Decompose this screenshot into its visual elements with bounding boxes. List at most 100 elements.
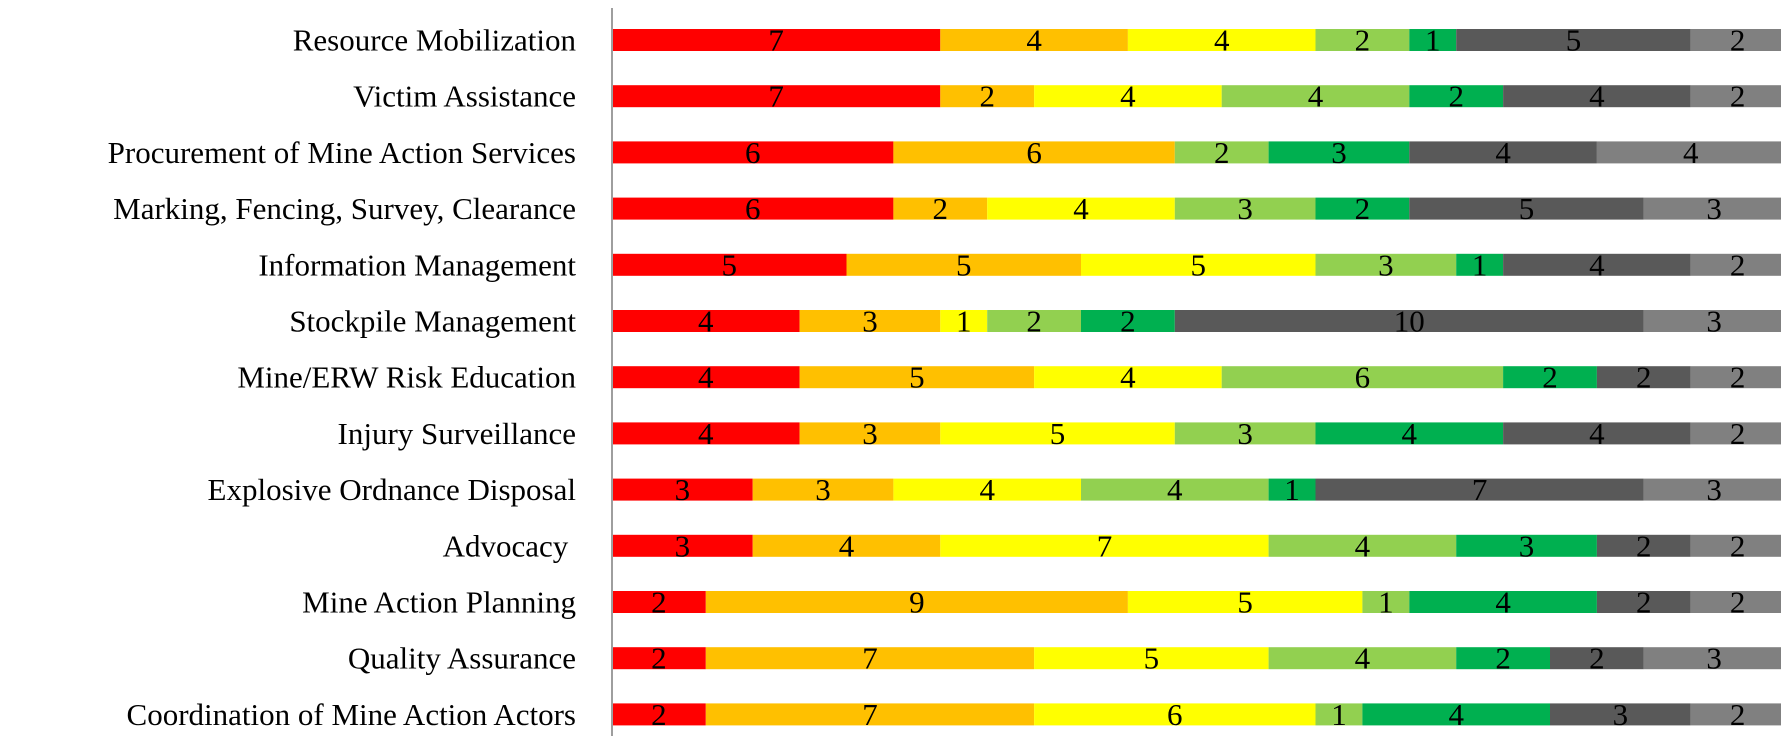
bar-segment bbox=[1409, 591, 1597, 613]
data-label: 4 bbox=[1026, 23, 1042, 58]
data-label: 2 bbox=[1636, 528, 1652, 563]
bars-group: 7 4 4 2 1 5 27 2 4 4 2 4 26 6 2 3 4 46 2 4 3 2 5 35 5 5 3 1 4 24 3 1 2 2 1… bbox=[612, 23, 1781, 732]
bar-segment bbox=[1503, 366, 1597, 389]
data-label: 3 bbox=[675, 528, 691, 563]
data-label: 6 bbox=[1026, 135, 1042, 170]
bar-segment bbox=[1596, 366, 1691, 389]
data-label: 5 bbox=[1519, 191, 1535, 226]
bar-segment bbox=[612, 141, 894, 164]
data-label: 4 bbox=[1495, 585, 1511, 620]
bar-segment bbox=[1221, 366, 1504, 389]
data-label: 3 bbox=[862, 416, 878, 451]
data-label: 3 bbox=[815, 472, 831, 507]
bar-segment bbox=[940, 422, 1175, 445]
data-label: 7 bbox=[862, 641, 878, 676]
bar-segment bbox=[1127, 29, 1316, 51]
bar-segment bbox=[1315, 703, 1363, 726]
data-label: 4 bbox=[1683, 135, 1699, 170]
data-label: 2 bbox=[1730, 697, 1746, 732]
category-labels-group: Resource Mobilization Victim Assistance Pr… bbox=[108, 23, 577, 732]
data-label: 7 bbox=[768, 23, 784, 58]
category-label: Advocacy bbox=[443, 528, 576, 563]
bar-segment bbox=[1315, 478, 1644, 501]
data-label: 2 bbox=[1730, 23, 1746, 58]
data-label: 2 bbox=[979, 79, 995, 114]
data-label: 4 bbox=[698, 304, 714, 339]
category-label: Stockpile Management bbox=[289, 304, 576, 339]
data-label: 3 bbox=[862, 304, 878, 339]
bar-segment bbox=[1315, 197, 1410, 220]
bar-segment bbox=[940, 534, 1269, 557]
data-label: 10 bbox=[1394, 304, 1425, 339]
data-label: 2 bbox=[1636, 585, 1652, 620]
data-label: 4 bbox=[1214, 23, 1230, 58]
data-label: 3 bbox=[675, 472, 691, 507]
data-label: 4 bbox=[1308, 79, 1324, 114]
data-label: 1 bbox=[1425, 23, 1441, 58]
bar-segment bbox=[1456, 253, 1504, 276]
data-label: 6 bbox=[745, 191, 761, 226]
bar-segment bbox=[1081, 253, 1316, 276]
data-label: 6 bbox=[1167, 697, 1183, 732]
data-label: 2 bbox=[933, 191, 949, 226]
bar-segment bbox=[1268, 534, 1457, 557]
data-label: 3 bbox=[1519, 528, 1535, 563]
bar-segment bbox=[612, 366, 800, 389]
data-label: 3 bbox=[1613, 697, 1629, 732]
bar-segment bbox=[1596, 141, 1781, 164]
data-label: 3 bbox=[1378, 247, 1394, 282]
bar-segment bbox=[1034, 703, 1316, 726]
data-label: 5 bbox=[722, 247, 738, 282]
bar-segment bbox=[1456, 29, 1691, 51]
bar-segment bbox=[799, 422, 941, 445]
data-label: 2 bbox=[1542, 360, 1558, 395]
bar-segment bbox=[987, 310, 1081, 332]
data-label: 2 bbox=[1730, 416, 1746, 451]
bar-segment bbox=[1034, 647, 1269, 670]
data-label: 3 bbox=[1706, 641, 1722, 676]
data-label: 5 bbox=[1144, 641, 1160, 676]
data-label: 3 bbox=[1706, 304, 1722, 339]
category-label: Victim Assistance bbox=[353, 79, 576, 114]
category-label: Procurement of Mine Action Services bbox=[108, 135, 576, 170]
bar-segment bbox=[612, 29, 941, 51]
data-label: 4 bbox=[1355, 528, 1371, 563]
data-label: 2 bbox=[651, 641, 667, 676]
data-label: 4 bbox=[979, 472, 995, 507]
bar-segment bbox=[1643, 197, 1781, 220]
bar-segment bbox=[705, 703, 1035, 726]
data-label: 2 bbox=[651, 697, 667, 732]
bar-segment bbox=[1268, 647, 1457, 670]
bar-segment bbox=[1034, 85, 1222, 108]
bar-segment bbox=[1690, 366, 1781, 389]
data-label: 4 bbox=[1448, 697, 1464, 732]
category-label: Marking, Fencing, Survey, Clearance bbox=[113, 191, 576, 226]
bar-segment bbox=[1690, 422, 1781, 445]
bar-segment bbox=[1315, 253, 1457, 276]
bar-segment bbox=[893, 478, 1081, 501]
data-label: 2 bbox=[1730, 247, 1746, 282]
bar-segment bbox=[612, 85, 941, 108]
data-label: 3 bbox=[1706, 191, 1722, 226]
category-label: Explosive Ordnance Disposal bbox=[208, 472, 576, 507]
data-label: 5 bbox=[1191, 247, 1207, 282]
bar-segment bbox=[612, 422, 800, 445]
data-label: 3 bbox=[1237, 191, 1253, 226]
bar-segment bbox=[612, 647, 706, 670]
bar-segment bbox=[940, 85, 1035, 108]
bar-segment bbox=[987, 197, 1175, 220]
bar-segment bbox=[1503, 253, 1691, 276]
data-label: 2 bbox=[1589, 641, 1605, 676]
data-label: 4 bbox=[1167, 472, 1183, 507]
bar-segment bbox=[1315, 29, 1410, 51]
bar-segment bbox=[1503, 85, 1691, 108]
data-label: 3 bbox=[1237, 416, 1253, 451]
data-label: 2 bbox=[651, 585, 667, 620]
bar-segment bbox=[1690, 534, 1781, 557]
bar-segment bbox=[940, 29, 1128, 51]
data-label: 5 bbox=[956, 247, 972, 282]
data-label: 2 bbox=[1214, 135, 1230, 170]
data-label: 7 bbox=[1097, 528, 1113, 563]
category-label: Resource Mobilization bbox=[293, 23, 577, 58]
category-label: Injury Surveillance bbox=[338, 416, 576, 451]
